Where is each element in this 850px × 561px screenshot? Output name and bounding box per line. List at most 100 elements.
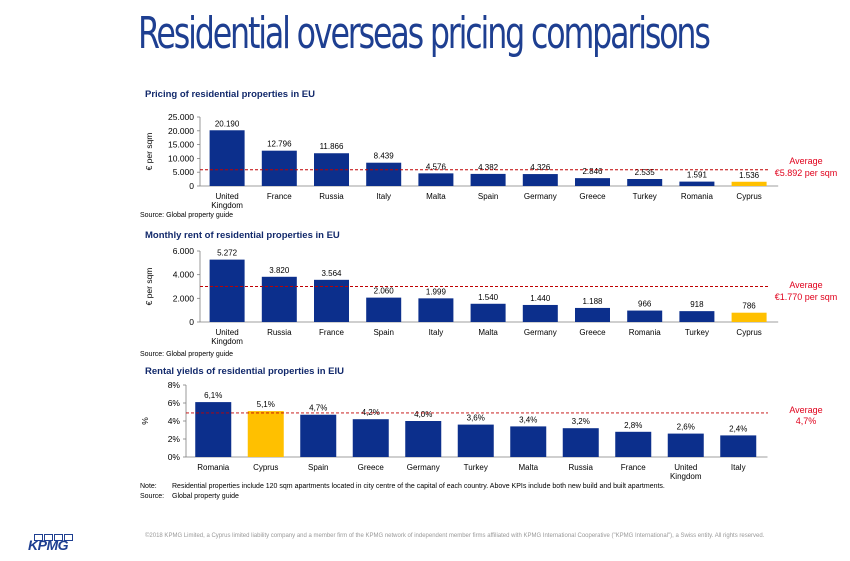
bar	[627, 310, 663, 322]
data-label: 2,8%	[624, 421, 642, 430]
x-tick-label: Cyprus	[253, 463, 278, 472]
average-label: Average	[789, 156, 822, 166]
data-label: 918	[690, 300, 704, 309]
bar	[510, 426, 547, 457]
x-tick-label: United	[216, 328, 239, 337]
bar	[522, 174, 558, 186]
source-text: Global property guide	[172, 493, 239, 500]
bar	[352, 419, 389, 457]
bar	[366, 297, 402, 322]
data-label: 3.820	[269, 266, 290, 275]
source-label: Source:	[140, 212, 165, 219]
average-label: Average	[789, 405, 822, 415]
data-label: 786	[742, 302, 756, 311]
data-label: 966	[638, 300, 652, 309]
x-tick-label: Italy	[429, 328, 444, 337]
data-label: 1.440	[530, 294, 551, 303]
x-tick-label: Spain	[373, 328, 393, 337]
bar	[366, 162, 402, 186]
footer-copyright: ©2018 KPMG Limited, a Cyprus limited lia…	[145, 533, 765, 539]
x-tick-label: Germany	[524, 192, 557, 201]
chart-source-rent: Source: Global property guide	[140, 351, 233, 358]
bar	[470, 303, 506, 322]
y-tick-label: 6.000	[173, 246, 195, 256]
data-label: 5.272	[217, 249, 238, 258]
y-tick-label: 20.000	[168, 126, 194, 136]
bar	[627, 179, 663, 186]
source-label: Source:	[140, 351, 165, 358]
x-tick-label: France	[621, 463, 646, 472]
y-tick-label: 15.000	[168, 140, 194, 150]
bar	[679, 311, 715, 322]
bar	[261, 150, 297, 186]
data-label: 1.591	[687, 171, 708, 180]
y-tick-label: 5.000	[173, 167, 195, 177]
y-tick-label: 2.000	[173, 293, 195, 303]
bar	[209, 130, 245, 186]
data-label: 4,2%	[362, 408, 380, 417]
data-label: 3,4%	[519, 415, 537, 424]
x-tick-label: Cyprus	[736, 328, 761, 337]
data-label: 1.999	[426, 287, 447, 296]
y-tick-label: 2%	[168, 434, 181, 444]
data-label: 3.564	[321, 269, 342, 278]
data-label: 4.382	[478, 163, 499, 172]
x-tick-label: Germany	[407, 463, 440, 472]
data-label: 1.540	[478, 293, 499, 302]
data-label: 3,2%	[572, 417, 590, 426]
x-tick-label: Italy	[376, 192, 391, 201]
bar	[457, 424, 494, 457]
x-tick-label: United	[216, 192, 239, 201]
data-label: 1.536	[739, 171, 760, 180]
note: Note: Residential properties include 120 …	[140, 483, 665, 490]
chart-source-pricing: Source: Global property guide	[140, 212, 233, 219]
x-tick-label: United	[674, 463, 697, 472]
y-axis-label: € per sqm	[144, 133, 154, 171]
x-tick-label: France	[267, 192, 292, 201]
data-label: 1.188	[582, 297, 603, 306]
x-tick-label: Malta	[426, 192, 446, 201]
average-label: €5.892 per sqm	[775, 168, 838, 178]
x-tick-label: Italy	[731, 463, 746, 472]
bar	[562, 428, 599, 457]
x-tick-label: Greece	[358, 463, 385, 472]
logo-boxes	[34, 528, 78, 541]
data-label: 8.439	[374, 152, 395, 161]
chart-title-yields: Rental yields of residential properties …	[145, 366, 345, 377]
data-label: 2.060	[374, 287, 395, 296]
x-tick-label: Romania	[197, 463, 230, 472]
y-tick-label: 0	[189, 317, 194, 327]
data-label: 2,6%	[677, 423, 695, 432]
page-title: Residential overseas pricing comparisons	[138, 8, 711, 59]
y-tick-label: 10.000	[168, 153, 194, 163]
y-axis-label: %	[140, 417, 150, 425]
bar	[720, 435, 757, 457]
x-tick-label: Kingdom	[211, 337, 243, 346]
bar	[470, 173, 506, 186]
source-label: Source:	[140, 493, 165, 500]
data-label: 5,1%	[257, 400, 275, 409]
x-tick-label: Malta	[518, 463, 538, 472]
bar	[615, 431, 652, 457]
data-label: 3,6%	[467, 414, 485, 423]
data-label: 4,7%	[309, 404, 327, 413]
x-tick-label: Romania	[629, 328, 662, 337]
bar	[679, 181, 715, 186]
chart-title-pricing: Pricing of residential properties in EU	[145, 89, 315, 100]
bar	[731, 312, 767, 322]
x-tick-label: France	[319, 328, 344, 337]
x-tick-label: Turkey	[685, 328, 709, 337]
data-label: 2.846	[582, 167, 603, 176]
y-tick-label: 4.000	[173, 270, 195, 280]
data-label: 2.535	[635, 168, 656, 177]
data-label: 11.866	[320, 142, 344, 151]
bar	[405, 421, 442, 457]
average-label: 4,7%	[796, 416, 817, 426]
y-tick-label: 0	[189, 181, 194, 191]
bar	[575, 178, 610, 186]
data-label: 12.796	[267, 140, 292, 149]
page-source: Source: Global property guide	[140, 493, 239, 500]
data-label: 20.190	[215, 119, 240, 128]
data-label: 4,0%	[414, 410, 432, 419]
